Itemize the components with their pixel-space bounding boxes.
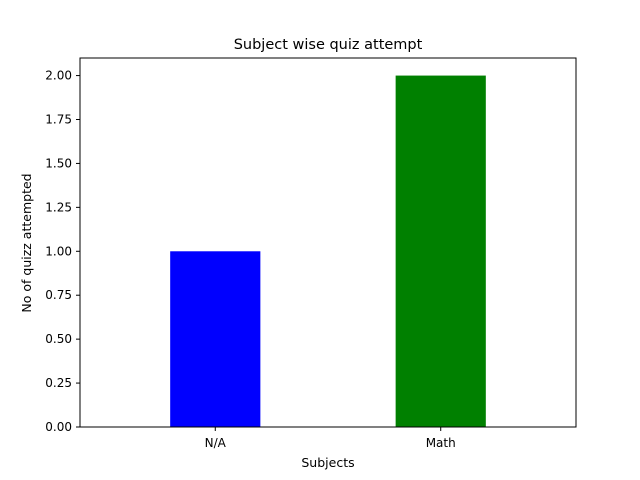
x-tick-label: N/A [205, 436, 227, 450]
plot-frame [79, 57, 577, 428]
chart-title: Subject wise quiz attempt [234, 37, 423, 53]
y-tick-label: 0.00 [45, 420, 72, 434]
x-axis-label: Subjects [301, 455, 354, 470]
y-tick-label: 1.25 [45, 200, 72, 214]
plot-area: N/A Math 0.00 0.25 0.50 0.75 1.00 1.25 1.50 1.75 2… [45, 69, 486, 450]
y-tick-label: 0.25 [45, 376, 72, 390]
y-axis-label: No of quizz attempted [19, 173, 34, 312]
y-tick-label: 2.00 [45, 69, 72, 83]
y-tick-label: 0.75 [45, 288, 72, 302]
y-tick-label: 1.00 [45, 244, 72, 258]
y-tick-label: 1.50 [45, 156, 72, 170]
bar-math [395, 75, 486, 428]
y-tick-label: 1.75 [45, 113, 72, 127]
x-tick-label: Math [426, 436, 456, 450]
bar-n-a [170, 251, 261, 427]
y-tick-label: 0.50 [45, 332, 72, 346]
